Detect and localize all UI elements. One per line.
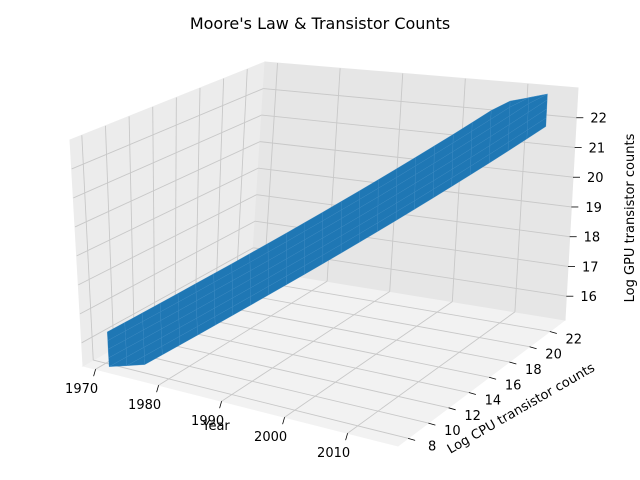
grid-line-x-floor <box>284 301 453 418</box>
y-tick-label: 14 <box>485 394 502 409</box>
grid-line-x-floor <box>158 280 328 386</box>
grid-line-z-left <box>81 247 254 344</box>
grid-line-z-left <box>71 88 264 170</box>
x-tick-mark <box>219 401 222 409</box>
grid-line-y-left <box>195 87 201 302</box>
grid-line-y-left <box>81 135 94 361</box>
x-tick-label: 1970 <box>65 382 98 397</box>
y-tick-mark <box>468 392 476 395</box>
z-tick-label: 17 <box>582 260 599 275</box>
z-tick-label: 22 <box>590 112 607 127</box>
y-tick-label: 12 <box>464 409 481 424</box>
y-tick-mark <box>509 361 517 365</box>
grid-line-x-floor <box>221 291 390 402</box>
grid-line-x-floor <box>347 311 516 434</box>
grid-line-z-left <box>73 114 262 199</box>
x-tick-mark <box>282 417 285 425</box>
grid-line-y-left <box>236 69 248 278</box>
x-tick-mark <box>93 369 96 377</box>
y-tick-label: 16 <box>505 378 522 393</box>
grid-line-y-left <box>174 97 177 314</box>
grid-line-y-floor <box>175 312 490 378</box>
grid-line-z-left <box>78 194 257 286</box>
grid-line-y-floor <box>216 289 530 348</box>
x-tick-mark <box>345 433 348 441</box>
x-tick-label: 1980 <box>128 398 161 413</box>
grid-line-y-floor <box>93 359 409 439</box>
z-tick-label: 19 <box>585 201 602 216</box>
grid-line-z-left <box>76 167 259 257</box>
grid-line-z-back <box>256 194 570 238</box>
y-tick-label: 20 <box>545 348 562 363</box>
surface-plot <box>106 93 548 367</box>
y-tick-label: 10 <box>444 424 461 439</box>
z-axis-label: Log GPU transistor counts <box>623 133 638 302</box>
grid-line-x-back <box>264 63 278 272</box>
grid-line-y-left <box>215 78 225 290</box>
y-tick-mark <box>529 346 537 350</box>
x-tick-label: 2000 <box>254 430 287 445</box>
surface-patch <box>528 93 548 98</box>
y-tick-label: 18 <box>525 363 542 378</box>
y-tick-mark <box>549 331 557 334</box>
x-axis-label: Year <box>201 419 230 434</box>
z-tick-label: 18 <box>584 231 601 246</box>
z-tick-label: 21 <box>589 141 606 156</box>
y-tick-mark <box>408 437 416 441</box>
grid-line-x-back <box>451 78 466 302</box>
chart-title: Moore's Law & Transistor Counts <box>190 14 450 33</box>
grid-line-y-floor <box>195 300 510 363</box>
grid-line-y-left <box>152 106 156 325</box>
x-tick-label: 1990 <box>191 414 224 429</box>
x-tick-label: 2010 <box>317 446 350 461</box>
y-tick-label: 22 <box>566 332 583 347</box>
grid-line-y-floor <box>154 324 469 393</box>
y-tick-mark <box>488 376 497 380</box>
grid-lines <box>71 63 577 439</box>
grid-line-y-floor <box>113 347 429 424</box>
x-tick-mark <box>156 385 159 393</box>
grid-line-z-left <box>79 220 256 315</box>
y-tick-label: 8 <box>428 439 436 454</box>
grid-line-z-back <box>261 114 575 148</box>
surface-patch <box>509 97 529 108</box>
grid-line-y-floor <box>134 336 449 409</box>
grid-line-z-left <box>74 141 261 228</box>
grid-line-y-left <box>128 116 135 337</box>
y-tick-mark <box>428 422 436 426</box>
y-tick-mark <box>448 407 456 411</box>
z-tick-label: 16 <box>580 290 597 305</box>
grid-line-y-left <box>105 125 115 349</box>
grid-line-y-floor <box>236 277 550 332</box>
z-tick-label: 20 <box>587 171 604 186</box>
